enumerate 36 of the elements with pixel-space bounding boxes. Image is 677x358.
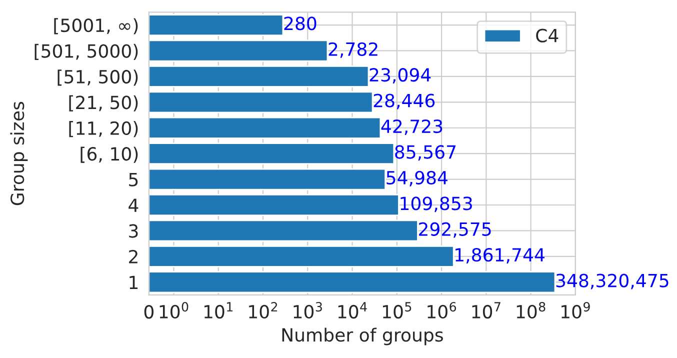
data-label: 42,723: [381, 119, 442, 135]
y-tick-label: [21, 50): [69, 95, 138, 112]
data-label: 54,984: [386, 170, 448, 186]
x-tick-label: 10$^{4}$: [338, 302, 367, 319]
legend-label: C4: [536, 28, 558, 42]
data-label: 292,575: [419, 222, 491, 238]
y-tick-label: 5: [129, 172, 138, 186]
y-tick-label: [501, 5000): [34, 44, 138, 60]
data-label: 348,320,475: [556, 274, 668, 290]
x-tick-label: 10$^{2}$: [249, 302, 278, 319]
data-label: 28,446: [374, 94, 435, 110]
y-tick-label: [11, 20): [69, 121, 138, 138]
data-label: 23,094: [370, 68, 431, 84]
data-label: 280: [284, 16, 316, 30]
x-tick-label: 10$^{7}$: [472, 302, 500, 319]
x-tick-label: 10$^{1}$: [204, 302, 233, 319]
x-tick-label: 10$^{0}$: [160, 302, 188, 319]
y-tick-label: 1: [130, 276, 138, 289]
y-axis-title: Group sizes: [10, 102, 28, 206]
x-tick-label: 10$^{5}$: [383, 302, 412, 319]
y-tick-label: [6, 10): [80, 146, 138, 163]
y-tick-label: [5001, ∞): [54, 18, 138, 34]
y-tick-label: 2: [129, 250, 138, 264]
data-label: 1,861,744: [456, 248, 544, 264]
data-label: 109,853: [400, 196, 472, 212]
y-tick-label: [51, 500): [58, 70, 138, 86]
x-tick-label: 0: [144, 305, 154, 319]
data-label: 2,782: [328, 42, 378, 58]
data-label: 85,567: [395, 145, 456, 161]
x-axis-title: Number of groups: [282, 328, 443, 346]
x-tick-label: 10$^{6}$: [428, 302, 456, 319]
y-tick-label: 3: [129, 224, 138, 238]
y-tick-label: 4: [128, 198, 138, 212]
x-tick-label: 10$^{8}$: [516, 302, 546, 319]
x-tick-label: 10$^{3}$: [294, 302, 322, 319]
x-tick-label: 10$^{9}$: [562, 302, 590, 319]
